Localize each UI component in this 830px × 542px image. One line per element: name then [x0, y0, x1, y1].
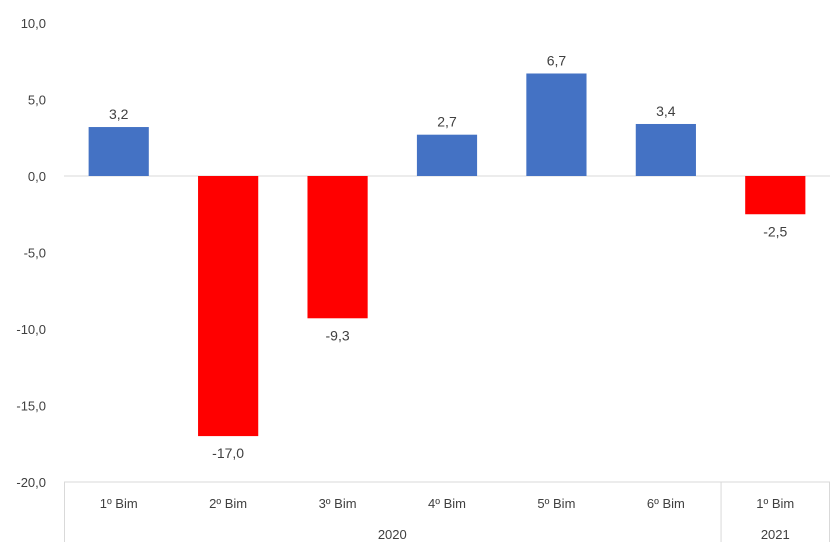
x-tick-label: 5º Bim — [537, 496, 575, 511]
data-label: 3,4 — [656, 103, 676, 119]
bar — [198, 176, 259, 437]
bar — [635, 123, 696, 176]
data-label: 3,2 — [109, 106, 129, 122]
y-tick-label: 5,0 — [28, 93, 46, 108]
y-tick-label: 0,0 — [28, 169, 46, 184]
y-tick-label: -15,0 — [16, 399, 46, 414]
x-axis: 1º Bim 2º Bim 3º Bim 4º Bim 5º Bim 6º Bim 1º B… — [64, 481, 830, 542]
bar — [416, 134, 478, 176]
x-tick-label: 1º Bim — [100, 496, 138, 511]
x-tick-label: 1º Bim — [756, 496, 794, 511]
data-label: -17,0 — [212, 445, 244, 461]
y-tick-label: -20,0 — [16, 475, 46, 490]
x-tick-label: 6º Bim — [647, 496, 685, 511]
data-label: -9,3 — [326, 327, 350, 343]
data-label: 6,7 — [547, 52, 567, 68]
group-label: 2021 — [761, 527, 790, 542]
y-tick-label: -10,0 — [16, 322, 46, 337]
data-label: -2,5 — [763, 223, 787, 239]
data-label: 2,7 — [437, 114, 457, 130]
x-tick-label: 4º Bim — [428, 496, 466, 511]
x-tick-label: 2º Bim — [209, 496, 247, 511]
y-tick-label: -5,0 — [24, 246, 46, 261]
group-label: 2020 — [378, 527, 407, 542]
bar — [526, 73, 587, 176]
bar — [745, 176, 806, 215]
bars: 3,2 -17,0 -9,3 2,7 6,7 3,4 -2,5 — [64, 52, 830, 461]
bar — [88, 127, 149, 176]
y-axis: -20,0 -15,0 -10,0 -5,0 0,0 5,0 10,0 — [16, 16, 46, 490]
bar — [307, 176, 368, 319]
y-tick-label: 10,0 — [21, 16, 46, 31]
x-tick-label: 3º Bim — [319, 496, 357, 511]
